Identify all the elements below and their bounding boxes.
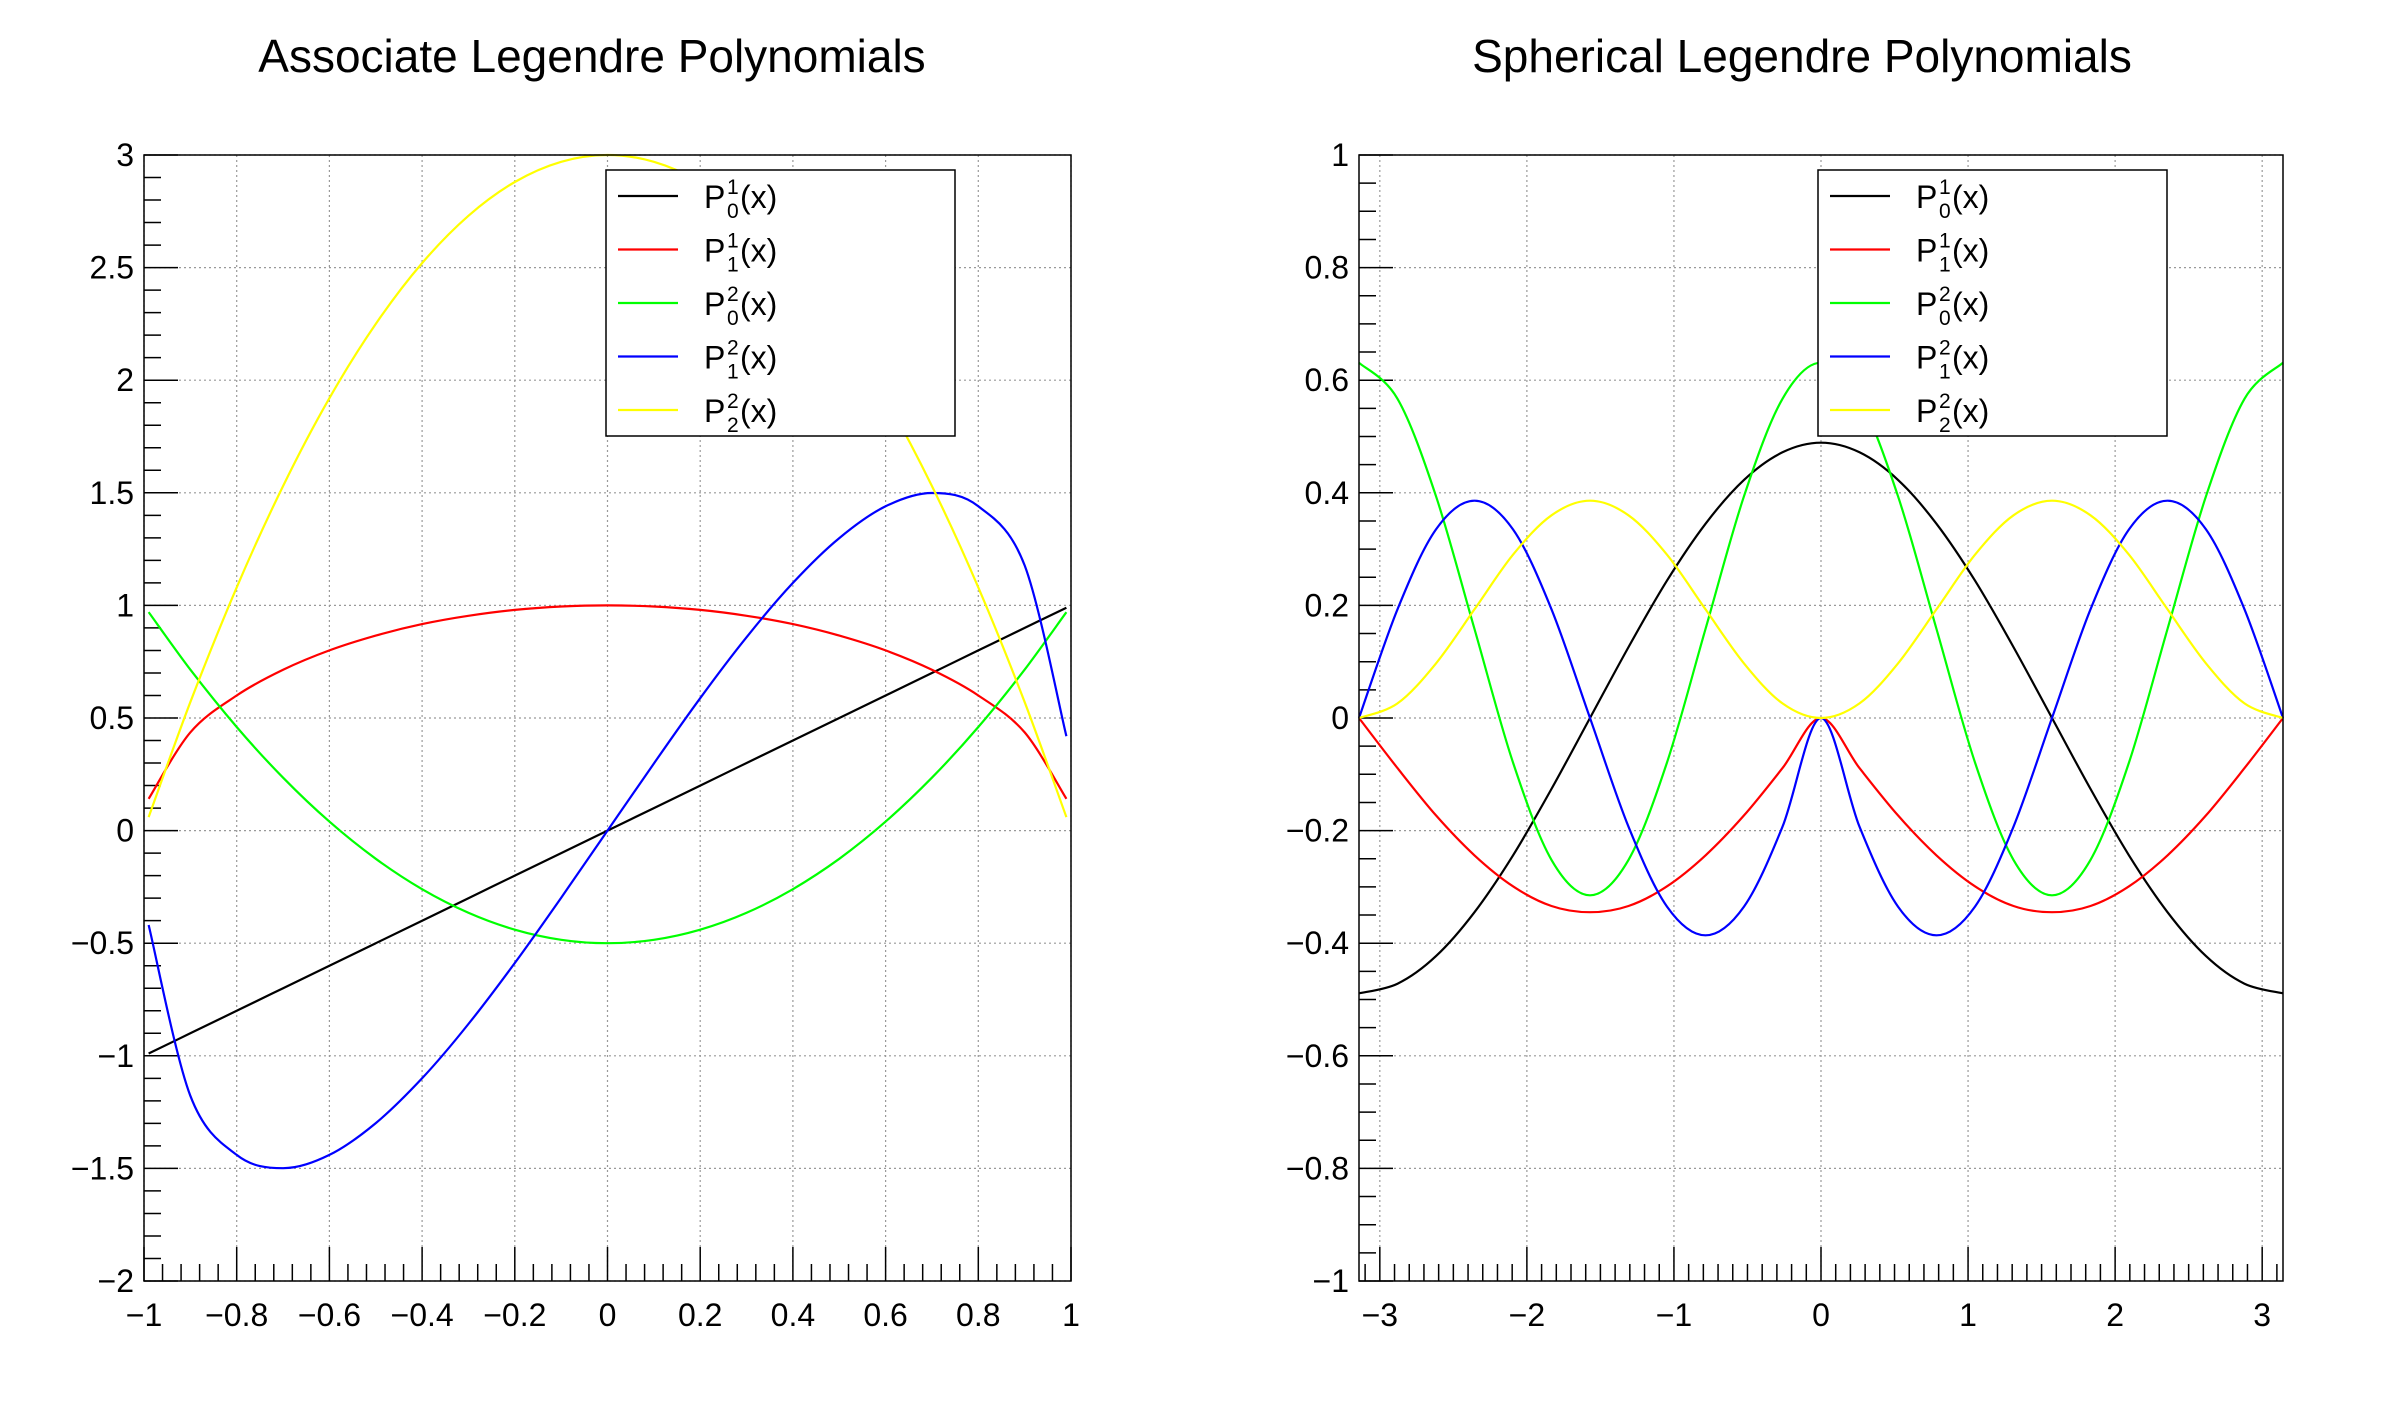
legend-label-subscript: 2 [727, 414, 739, 437]
y-tick-label: 1.5 [90, 475, 134, 511]
legend-label: P [1916, 179, 1937, 215]
legend-label: P [704, 233, 725, 269]
plot-frame [143, 154, 1072, 1282]
legend-label-superscript: 2 [1939, 337, 1951, 360]
legend-label-subscript: 2 [1939, 414, 1951, 437]
y-tick-label: 3 [116, 137, 134, 173]
x-tick-label: 0.6 [863, 1297, 907, 1333]
series-line-P11 [147, 604, 1068, 800]
x-tick-label: 0 [1812, 1297, 1830, 1333]
y-tick-label: 0.5 [90, 700, 134, 736]
legend-label-argument: (x) [1952, 286, 1989, 322]
y-tick-label: −0.4 [1286, 925, 1349, 961]
legend-label-argument: (x) [740, 233, 777, 269]
legend-label: P [1916, 340, 1937, 376]
axis-ticks [143, 154, 1072, 1282]
y-tick-label: −2 [98, 1263, 134, 1299]
legend-label-superscript: 2 [727, 283, 739, 306]
legend-label: P [704, 393, 725, 429]
y-tick-label: 0.8 [1305, 250, 1349, 286]
y-tick-label: 1 [116, 587, 134, 623]
legend-label-superscript: 1 [727, 230, 739, 253]
legend-label-superscript: 1 [1939, 230, 1951, 253]
legend-label-superscript: 2 [727, 390, 739, 413]
legend-label-superscript: 2 [727, 337, 739, 360]
legend-label-subscript: 0 [727, 200, 739, 223]
legend-label-subscript: 0 [727, 307, 739, 330]
x-tick-label: 0.4 [771, 1297, 815, 1333]
plot-frame [1358, 154, 2284, 1282]
legend-label: P [1916, 286, 1937, 322]
chart-spherical-legendre: Spherical Legendre Polynomials −3 −2 −1 0 1 2… [1286, 30, 2285, 1333]
legend-label-superscript: 2 [1939, 390, 1951, 413]
x-tick-label: 0 [599, 1297, 617, 1333]
x-tick-label: 2 [2106, 1297, 2124, 1333]
y-tick-label: −1 [98, 1038, 134, 1074]
legend-label-argument: (x) [1952, 233, 1989, 269]
y-tick-label: −1 [1313, 1263, 1349, 1299]
x-tick-label: −0.6 [298, 1297, 361, 1333]
x-tick-label: 1 [1959, 1297, 1977, 1333]
chart-title: Associate Legendre Polynomials [258, 30, 925, 82]
legend-label-subscript: 1 [1939, 254, 1951, 277]
x-tick-label: −1 [1656, 1297, 1692, 1333]
x-tick-label: −0.2 [483, 1297, 546, 1333]
legend-label-argument: (x) [740, 393, 777, 429]
legend-label: P [704, 179, 725, 215]
y-tick-label: −0.8 [1286, 1150, 1349, 1186]
legend-label-argument: (x) [740, 179, 777, 215]
legend: P 10 (x)P 11 (x)P 20 (x)P 21 (x)P 22 (x) [605, 169, 956, 437]
legend-label-subscript: 1 [727, 361, 739, 384]
legend-label-superscript: 2 [1939, 283, 1951, 306]
y-tick-label: −0.6 [1286, 1038, 1349, 1074]
legend-label-argument: (x) [740, 286, 777, 322]
legend-label-superscript: 1 [1939, 176, 1951, 199]
x-tick-label: 0.8 [956, 1297, 1000, 1333]
x-tick-label: −0.8 [205, 1297, 268, 1333]
y-tick-label: 0.4 [1305, 475, 1349, 511]
chart-associate-legendre: Associate Legendre Polynomials −1 −0.8 −0.… [71, 30, 1080, 1333]
y-tick-label: −1.5 [71, 1150, 134, 1186]
x-tick-label: −1 [126, 1297, 162, 1333]
legend-label: P [704, 286, 725, 322]
legend-label-argument: (x) [1952, 179, 1989, 215]
legend-label-argument: (x) [1952, 393, 1989, 429]
x-tick-label: −0.4 [391, 1297, 454, 1333]
legend: P 10 (x)P 11 (x)P 20 (x)P 21 (x)P 22 (x) [1817, 169, 2168, 437]
series-line-P22 [1358, 499, 2284, 720]
axis-ticks [1359, 154, 2278, 1282]
legend-label-subscript: 0 [1939, 200, 1951, 223]
legend-label-superscript: 1 [727, 176, 739, 199]
y-tick-label: 0 [1331, 700, 1349, 736]
x-tick-label: −2 [1509, 1297, 1545, 1333]
chart-title: Spherical Legendre Polynomials [1472, 30, 2132, 82]
series-line-P21 [147, 491, 1068, 1170]
y-tick-label: 0.6 [1305, 362, 1349, 398]
y-tick-label: 0.2 [1305, 587, 1349, 623]
x-tick-label: −3 [1362, 1297, 1398, 1333]
legend-label: P [704, 340, 725, 376]
x-tick-label: 3 [2253, 1297, 2271, 1333]
legend-label-argument: (x) [740, 340, 777, 376]
y-tick-label: 2.5 [90, 250, 134, 286]
legend-label-subscript: 1 [1939, 361, 1951, 384]
y-tick-label: −0.5 [71, 925, 134, 961]
legend-label: P [1916, 233, 1937, 269]
series-line-P20 [147, 611, 1068, 945]
y-tick-label: 0 [116, 813, 134, 849]
series-line-P10 [1358, 441, 2284, 995]
x-tick-label: 0.2 [678, 1297, 722, 1333]
legend-label-subscript: 1 [727, 254, 739, 277]
y-tick-label: −0.2 [1286, 813, 1349, 849]
y-tick-label: 1 [1331, 137, 1349, 173]
legend-label-argument: (x) [1952, 340, 1989, 376]
legend-label: P [1916, 393, 1937, 429]
legend-label-subscript: 0 [1939, 307, 1951, 330]
x-tick-label: 1 [1062, 1297, 1080, 1333]
y-tick-label: 2 [116, 362, 134, 398]
